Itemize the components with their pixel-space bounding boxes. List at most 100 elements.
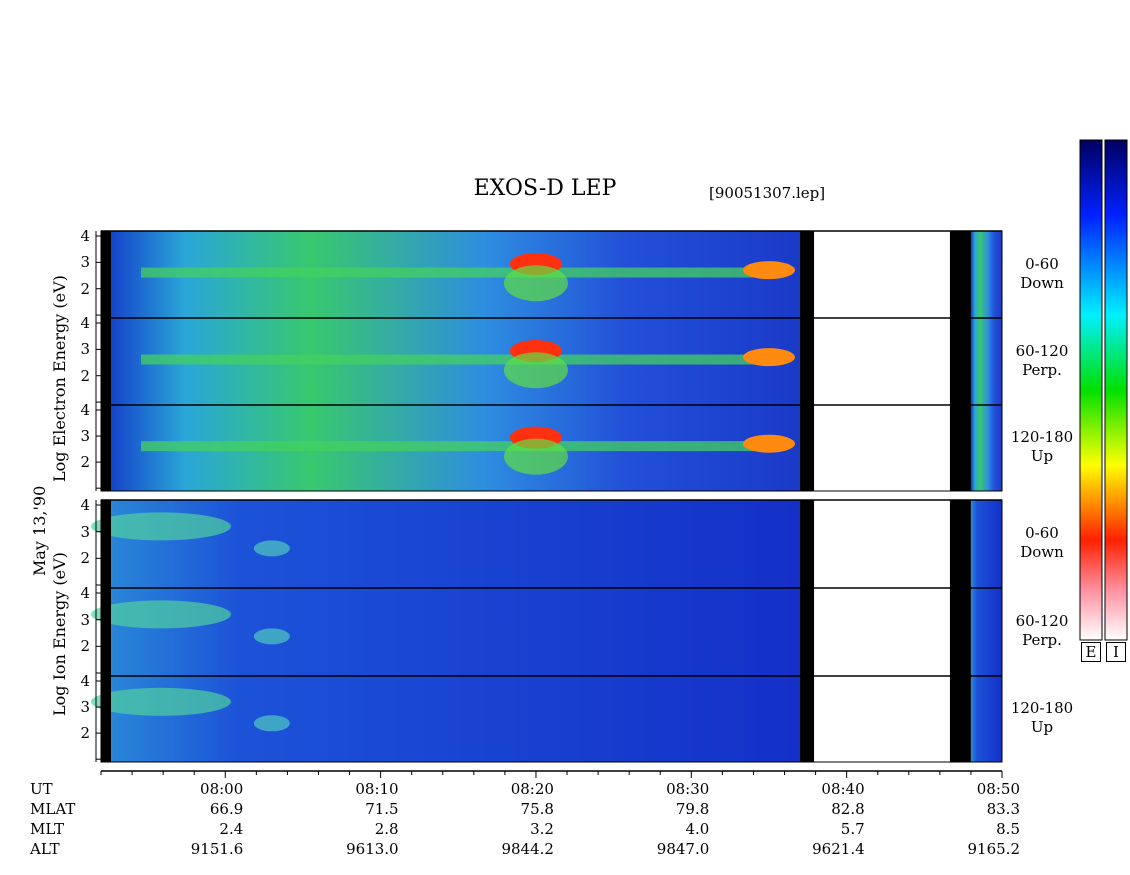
- ut-value: 08:30: [666, 780, 710, 798]
- mlt-value: 4.0: [685, 820, 710, 838]
- y-tick-label: 4: [80, 496, 90, 514]
- electron-panel-2-hot-spot-2: [742, 434, 795, 453]
- electron-panel-label-0-angle: 0-60: [1025, 254, 1059, 273]
- y-tick-label: 3: [80, 610, 90, 629]
- mlat-value: 79.8: [675, 800, 710, 818]
- electron-panel-0-gap-black-2: [949, 231, 971, 318]
- alt-value: 9621.4: [812, 840, 865, 858]
- electron-panel-2-field-2: [970, 405, 1002, 491]
- y-tick-label: 3: [80, 698, 90, 717]
- ion-panel-1-gap-black-2: [949, 588, 971, 676]
- ion-panel-1-edge: [101, 588, 111, 676]
- electron-panel-2-green-blob: [503, 438, 568, 475]
- colorbar-label-i: I: [1106, 642, 1126, 662]
- y-tick-label: 2: [80, 724, 90, 743]
- electron-panel-0-edge: [101, 231, 111, 318]
- ion-panel-2-gap-black-1: [800, 676, 815, 762]
- ion-panel-label-1-dir: Perp.: [1022, 631, 1062, 649]
- ion-panel-2-field: [101, 676, 801, 762]
- electron-panel-label-2: 120-180 Up: [997, 428, 1087, 466]
- electron-panel-1-field-2: [970, 318, 1002, 405]
- electron-panel-label-0-dir: Down: [1020, 273, 1064, 292]
- electron-frame: [100, 230, 1003, 492]
- electron-panel-1-edge: [101, 318, 111, 405]
- ut-value: 08:00: [200, 780, 244, 798]
- y-tick-label: 2: [80, 637, 90, 656]
- alt-value: 9844.2: [501, 840, 554, 858]
- colorbar-electron: [1079, 139, 1103, 641]
- ut-value: 08:50: [976, 780, 1020, 798]
- y-tick-label: 2: [80, 453, 90, 472]
- ion-panel-1-feature: [253, 628, 290, 645]
- electron-panel-1-green-blob: [503, 352, 568, 389]
- y-tick-label: 2: [80, 549, 90, 568]
- ion-panel-2-field-2: [970, 676, 1002, 762]
- spectrogram-panels: [91, 230, 1003, 763]
- electron-panel-1-band: [141, 354, 781, 365]
- mlat-value: 66.9: [209, 800, 244, 818]
- electron-panel-2: [101, 405, 1002, 491]
- ion-panel-0-edge: [101, 500, 111, 588]
- ion-panel-0-feature: [253, 540, 290, 557]
- ion-panel-1-blob: [91, 600, 231, 629]
- ion-panel-2-feature: [253, 715, 290, 732]
- ion-panel-label-0-dir: Down: [1020, 543, 1064, 561]
- ion-panel-label-0: 0-60 Down: [997, 524, 1087, 562]
- electron-panel-0-gap-black-1: [800, 231, 815, 318]
- ion-panel-label-1: 60-120 Perp.: [997, 612, 1087, 650]
- ion-panel-1-field-2: [970, 588, 1002, 676]
- row-label-alt: ALT: [30, 840, 60, 858]
- ion-panel-0-gap-black-2: [949, 500, 971, 588]
- chart-title: EXOS-D LEP: [473, 176, 617, 201]
- y-tick-label: 3: [80, 522, 90, 541]
- y-tick-label: 4: [80, 672, 90, 690]
- ut-value: 08:20: [510, 780, 554, 798]
- electron-panel-2-band: [141, 441, 781, 452]
- colorbar-ion: [1104, 139, 1128, 641]
- row-label-mlat: MLAT: [30, 800, 76, 818]
- ion-panel-label-0-angle: 0-60: [1025, 524, 1059, 542]
- electron-panel-2-gap-black-2: [949, 405, 971, 491]
- ion-panel-2-edge: [101, 676, 111, 762]
- electron-panel-label-2-angle: 120-180: [1010, 428, 1074, 446]
- ion-panel-0-gap-black-1: [800, 500, 815, 588]
- mlat-value: 75.8: [520, 800, 554, 818]
- ion-frame: [100, 499, 1003, 763]
- electron-panel-label-0: 0-60 Down: [997, 255, 1087, 293]
- electron-panel-0-hot-spot-2: [742, 261, 795, 280]
- ion-panel-label-2-angle: 120-180: [1010, 699, 1074, 717]
- electron-panel-1-gap-black-2: [949, 318, 971, 405]
- y-tick-label: 4: [80, 401, 90, 419]
- electron-panel-label-1: 60-120 Perp.: [997, 342, 1087, 380]
- alt-value: 9165.2: [967, 840, 1021, 858]
- file-name: [90051307.lep]: [709, 184, 826, 202]
- alt-value: 9847.0: [656, 840, 710, 858]
- alt-value: 9613.0: [346, 840, 399, 858]
- mlt-value: 2.8: [374, 820, 399, 838]
- ion-panel-0-blob: [91, 512, 231, 541]
- ion-panel-0-field-2: [970, 500, 1002, 588]
- y-tick-label: 3: [80, 253, 90, 272]
- ut-value: 08:40: [821, 780, 865, 798]
- row-label-ut: UT: [30, 780, 53, 798]
- mlt-value: 2.4: [219, 820, 244, 838]
- mlt-value: 5.7: [840, 820, 865, 838]
- electron-panel-0-band: [141, 267, 781, 278]
- ion-panel-0: [91, 500, 1002, 588]
- ion-panel-label-2: 120-180 Up: [997, 699, 1087, 737]
- alt-value: 9151.6: [190, 840, 244, 858]
- electron-panel-label-2-dir: Up: [1030, 447, 1054, 465]
- electron-panel-label-1-angle: 60-120: [1015, 341, 1069, 360]
- ion-panel-label-1-angle: 60-120: [1015, 612, 1069, 630]
- electron-panel-1-gap-black-1: [800, 318, 815, 405]
- electron-panel-0-field-2: [970, 231, 1002, 318]
- mlt-value: 3.2: [530, 820, 554, 838]
- electron-panel-1-hot-spot-2: [742, 348, 795, 367]
- y-tick-label: 4: [80, 584, 90, 602]
- ion-panel-1: [91, 588, 1002, 676]
- mlat-value: 71.5: [365, 800, 399, 818]
- y-tick-label: 2: [80, 279, 90, 298]
- electron-panel-0: [101, 231, 1002, 318]
- mlat-value: 82.8: [831, 800, 865, 818]
